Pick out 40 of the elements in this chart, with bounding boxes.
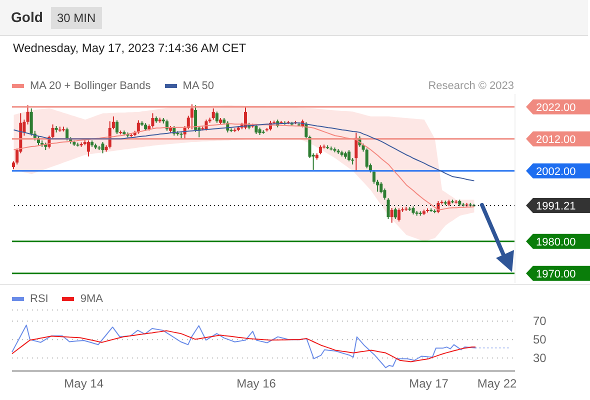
- candlestick: [348, 150, 351, 162]
- candlestick: [397, 208, 400, 222]
- y-tick-label: 70: [533, 314, 547, 328]
- candlestick: [394, 207, 397, 220]
- candlestick: [390, 208, 394, 224]
- legend-label: MA 20 + Bollinger Bands: [30, 80, 151, 92]
- legend-label: MA 50: [182, 80, 214, 92]
- candlestick: [101, 142, 104, 154]
- candlestick: [215, 111, 218, 124]
- y-tick-label: 50: [533, 332, 547, 347]
- x-tick-label: May 16: [236, 376, 276, 391]
- candlestick: [26, 104, 30, 125]
- x-tick-label: May 14: [64, 376, 104, 391]
- candlestick: [30, 108, 33, 136]
- y-tick-label: 2022.00: [536, 102, 576, 114]
- y-tick-label: 30: [533, 351, 547, 366]
- chart-title: Gold: [11, 9, 43, 25]
- candlestick: [86, 140, 90, 157]
- candlestick: [66, 127, 69, 141]
- line-series: [12, 330, 476, 362]
- y-tick-label: 1970.00: [536, 268, 576, 280]
- text: 30 MIN: [51, 7, 102, 29]
- legend-label: 9MA: [80, 293, 103, 305]
- candlestick: [190, 104, 194, 130]
- candlestick: [386, 198, 390, 220]
- candlestick: [254, 124, 258, 135]
- chart-subtitle: Wednesday, May 17, 2023 7:14:36 AM CET: [13, 41, 246, 55]
- legend-label: RSI: [30, 293, 48, 305]
- x-tick-label: May 22: [477, 376, 518, 391]
- x-tick-label: May 17: [409, 376, 449, 391]
- text: Research © 2023: [428, 80, 514, 92]
- candlestick: [212, 108, 215, 120]
- candlestick: [151, 112, 154, 128]
- y-tick-label: 2012.00: [536, 134, 576, 146]
- candlestick: [365, 148, 368, 169]
- y-tick-label: 2002.00: [536, 166, 576, 178]
- candlestick: [51, 124, 54, 140]
- y-tick-label: 1991.21: [536, 200, 576, 212]
- candlestick: [116, 120, 119, 135]
- y-tick-label: 1980.00: [536, 236, 576, 248]
